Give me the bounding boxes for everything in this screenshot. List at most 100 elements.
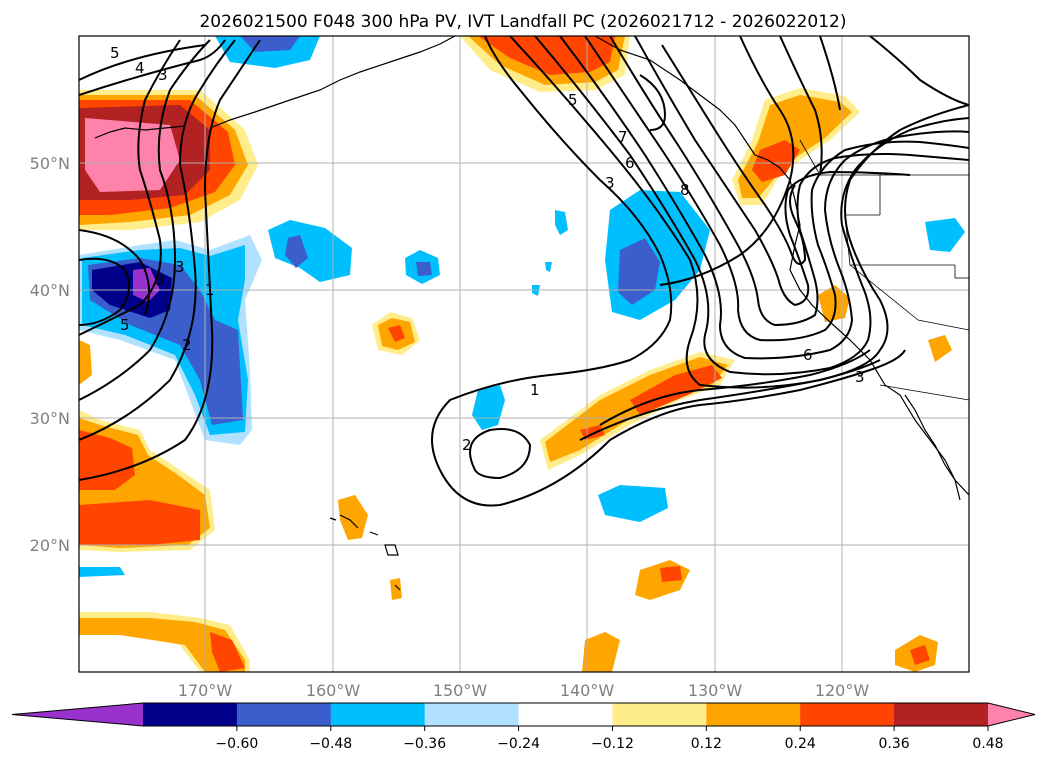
- pv-positive-area: [630, 365, 722, 415]
- contour-label: 2: [182, 336, 192, 354]
- contour-label: 2: [462, 436, 472, 454]
- hawaii-coast: [339, 514, 359, 529]
- pv-positive-area: [390, 578, 402, 600]
- pv-negative-area: [598, 485, 668, 522]
- colorbar-segment: [424, 703, 520, 726]
- colorbar-segment: [518, 703, 613, 726]
- contour-line: [534, 36, 969, 376]
- colorbar-segment: [706, 703, 801, 726]
- pv-shading: [79, 36, 965, 672]
- pv-negative-area: [618, 238, 660, 305]
- pv-negative-area: [555, 210, 568, 235]
- contour-labels: 5 4 3 3 1 2 3 5 1 2 5 7 6 3 8 6 3: [110, 44, 865, 454]
- contour-label: 3: [855, 368, 865, 386]
- lon-label-150w: 150°W: [433, 681, 488, 700]
- contour-line: [659, 36, 795, 286]
- contour-label: 3: [158, 66, 168, 84]
- contour-label: 1: [530, 381, 540, 399]
- hawaii-coast: [369, 531, 379, 536]
- contour-line: [609, 36, 969, 327]
- colorbar-outline: [11, 702, 1036, 727]
- map-area: 5 4 3 3 1 2 3 5 1 2 5 7 6 3 8 6 3: [79, 36, 969, 672]
- lon-label-120w: 120°W: [815, 681, 870, 700]
- colorbar-tick-label: 0.24: [785, 736, 816, 752]
- contour-label: 3: [175, 258, 185, 276]
- contour-line: [584, 36, 969, 342]
- colorbar-tick-label: −0.24: [497, 736, 540, 752]
- colorbar-tick-label: −0.36: [403, 736, 446, 752]
- baja-coast: [904, 394, 961, 501]
- map-title: 2026021500 F048 300 hPa PV, IVT Landfall…: [199, 12, 846, 32]
- contour-line: [559, 36, 969, 360]
- colorbar-segment: [894, 703, 989, 726]
- colorbar-segment: [800, 703, 895, 726]
- pv-negative-area: [285, 235, 308, 268]
- colorbar-tick-label: −0.12: [591, 736, 634, 752]
- colorbar-segment: [612, 703, 707, 726]
- aleutian-coast: [94, 125, 186, 139]
- hawaii-coast: [384, 544, 399, 556]
- lat-label-30n: 30°N: [30, 409, 70, 428]
- contour-label: 1: [205, 281, 215, 299]
- colorbar: −0.60 −0.48 −0.36 −0.24 −0.12 0.12 0.24 0.36 0.4…: [11, 702, 1036, 752]
- contour-line: [599, 349, 871, 426]
- lon-label-130w: 130°W: [688, 681, 743, 700]
- lon-label-160w: 160°W: [306, 681, 361, 700]
- contour-line: [79, 44, 206, 81]
- lat-label-20n: 20°N: [30, 536, 70, 555]
- contour-label: 7: [618, 128, 628, 146]
- pv-positive-area: [210, 632, 245, 672]
- contour-line: [79, 39, 181, 336]
- hawaii-coast: [329, 517, 337, 521]
- contour-line: [661, 44, 807, 265]
- contour-label: 6: [625, 154, 635, 172]
- colorbar-tick-label: −0.60: [215, 736, 258, 752]
- pv-positive-area: [910, 645, 930, 665]
- pv-negative-area: [416, 262, 432, 276]
- gridlines: [79, 36, 969, 672]
- colorbar-extend-max: [988, 703, 1035, 726]
- contour-line: [439, 349, 906, 507]
- lon-label-170w: 170°W: [178, 681, 233, 700]
- lat-label-40n: 40°N: [30, 281, 70, 300]
- contour-label: 4: [135, 59, 145, 77]
- hawaii-coast: [394, 584, 401, 591]
- latitude-labels: 20°N 30°N 40°N 50°N: [30, 154, 70, 555]
- colorbar-tick-label: 0.12: [691, 736, 722, 752]
- colorbar-segment: [330, 703, 426, 726]
- contour-line: [869, 36, 969, 106]
- contour-line: [79, 229, 150, 316]
- contour-line: [79, 39, 211, 401]
- pv-negative-area: [268, 220, 352, 282]
- lon-label-140w: 140°W: [560, 681, 615, 700]
- contour-label: 5: [110, 44, 120, 62]
- contour-line: [431, 36, 673, 471]
- pv-positive-area: [79, 500, 200, 545]
- colorbar-extend-min: [12, 703, 143, 726]
- ivt-contours: [79, 36, 969, 507]
- pv-negative-area: [79, 567, 125, 577]
- pv-negative-area: [133, 268, 160, 302]
- pv-positive-area: [752, 140, 800, 182]
- aleutian-coast: [209, 36, 456, 129]
- contour-label: 6: [803, 346, 813, 364]
- contour-line: [639, 74, 667, 131]
- contour-line: [469, 428, 532, 480]
- contour-line: [79, 39, 236, 441]
- colorbar-segment: [143, 703, 238, 726]
- contour-line: [779, 36, 823, 176]
- contour-label: 8: [680, 181, 690, 199]
- pv-positive-area: [582, 632, 620, 672]
- pv-negative-area: [545, 262, 552, 272]
- coastlines: [94, 36, 969, 591]
- colorbar-segment: [236, 703, 332, 726]
- pv-positive-area: [79, 340, 92, 385]
- pv-positive-area: [79, 618, 245, 672]
- contour-label: 3: [605, 174, 615, 192]
- pv-positive-area: [928, 335, 952, 362]
- contour-line: [819, 36, 841, 111]
- pv-negative-area: [925, 218, 965, 252]
- lat-label-50n: 50°N: [30, 154, 70, 173]
- colorbar-tick-label: 0.48: [972, 736, 1003, 752]
